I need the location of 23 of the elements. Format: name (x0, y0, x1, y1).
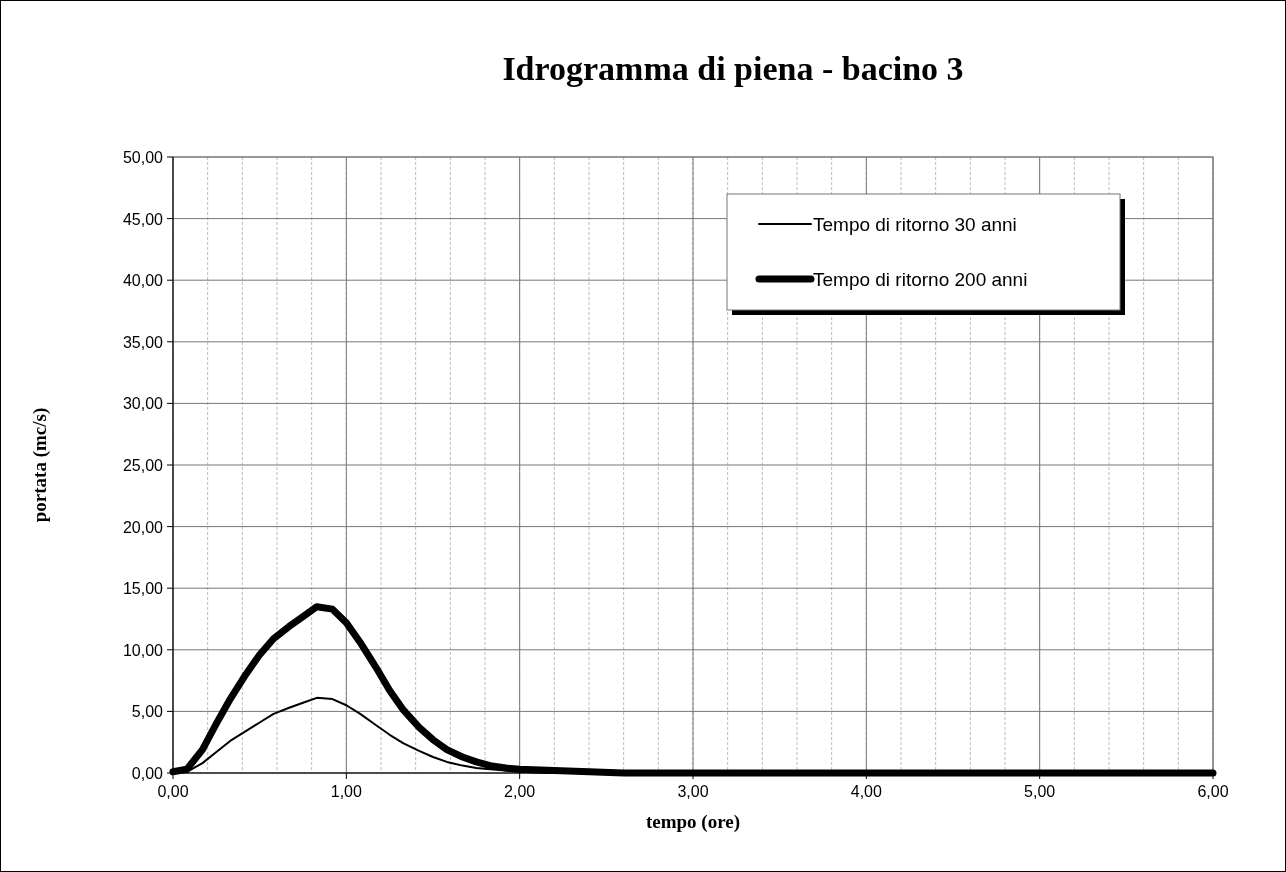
x-tick-label: 3,00 (677, 783, 709, 800)
y-axis-title: portata (mc/s) (29, 407, 51, 523)
y-tick-label: 30,00 (122, 395, 164, 413)
y-tick-label: 35,00 (122, 333, 164, 351)
x-tick-label: 2,00 (504, 783, 536, 800)
x-tick-label: 5,00 (1024, 783, 1056, 800)
chart-title: Idrogramma di piena - bacino 3 (502, 50, 964, 87)
x-tick-label: 4,00 (850, 783, 883, 800)
y-tick-label: 10,00 (122, 641, 164, 659)
x-axis-title: tempo (ore) (645, 811, 741, 833)
legend-label: Tempo di ritorno 30 anni (813, 214, 1017, 235)
y-tick-label: 45,00 (122, 210, 164, 228)
y-tick-label: 40,00 (122, 272, 164, 290)
x-tick-label: 0,00 (157, 783, 189, 800)
x-tick-label: 6,00 (1197, 783, 1229, 800)
y-tick-label: 20,00 (122, 518, 164, 536)
y-tick-label: 15,00 (122, 580, 164, 598)
x-tick-label: 1,00 (330, 783, 363, 800)
y-tick-label: 50,00 (122, 149, 164, 166)
y-tick-label: 5,00 (131, 703, 164, 721)
y-tick-label: 25,00 (122, 457, 164, 474)
legend-label: Tempo di ritorno 200 anni (813, 269, 1028, 290)
y-tick-label: 0,00 (131, 765, 164, 782)
